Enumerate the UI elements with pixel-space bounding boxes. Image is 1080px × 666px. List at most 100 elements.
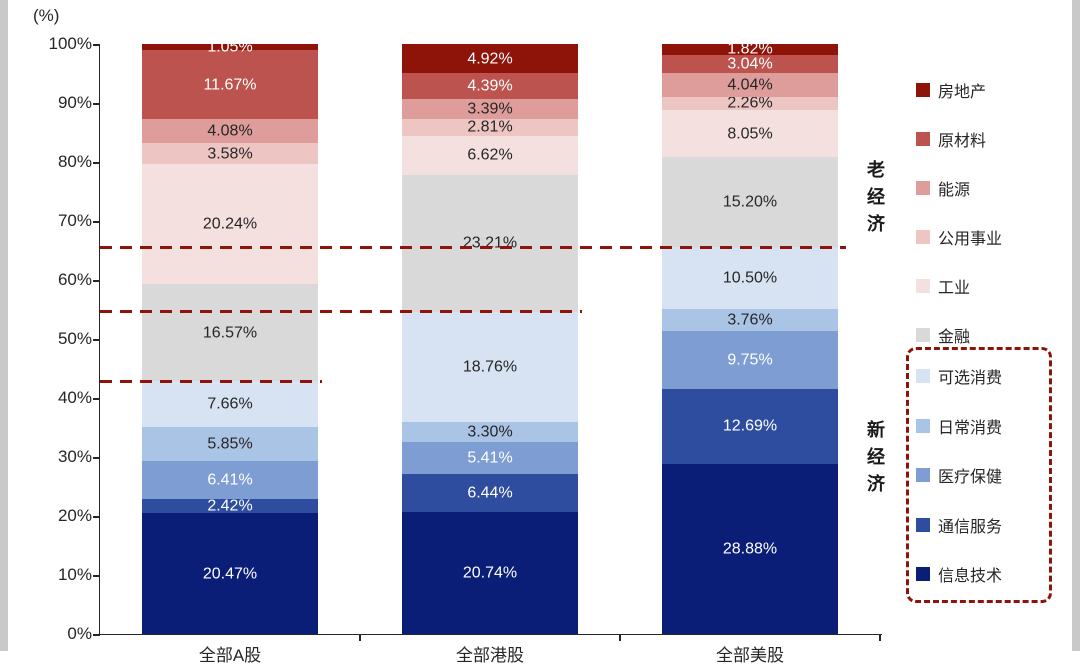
bar-segment-通信服务: 2.42% [142,497,318,515]
y-axis-tick-mark [93,162,100,164]
segment-value-label: 6.44% [467,484,513,502]
y-axis-tick-label: 10% [57,565,92,584]
y-axis-tick-label: 40% [57,388,92,407]
bar-segment-信息技术: 20.47% [142,513,318,634]
segment-value-label: 4.08% [207,122,253,140]
legend-item-工业: 工业 [916,276,971,297]
y-axis-line [98,44,100,635]
segment-value-label: 3.04% [727,55,773,73]
bar-segment-可选消费: 7.66% [142,381,318,427]
legend-color-swatch [916,369,930,383]
segment-value-label: 23.21% [462,234,518,252]
old-economy-group-label: 老经济 [865,160,885,241]
y-axis-tick-mark [93,44,100,46]
x-axis-tick-mark [619,635,621,641]
bar-segment-房地产: 1.82% [662,44,838,58]
y-axis-tick-label: 80% [57,152,92,171]
bar-segment-金融: 23.21% [402,174,578,312]
bar-segment-公用事业: 2.26% [662,95,838,112]
segment-value-label: 3.58% [207,145,253,163]
y-axis-tick-mark [93,575,100,577]
segment-value-label: 20.24% [202,215,258,233]
segment-value-label: 3.76% [727,311,773,329]
legend-color-swatch [916,83,930,97]
legend-item-label: 医疗保健 [938,469,1003,486]
segment-value-label: 20.74% [462,564,518,582]
bar-segment-原材料: 4.39% [402,73,578,99]
legend-item-label: 工业 [938,280,971,297]
legend-item-公用事业: 公用事业 [916,227,1002,248]
bar-segment-可选消费: 10.50% [662,247,838,310]
y-axis-tick-mark [93,339,100,341]
legend-color-swatch [916,181,930,195]
legend-item-label: 原材料 [938,133,987,150]
legend-item-通信服务: 通信服务 [916,515,1003,536]
bar-segment-工业: 20.24% [142,164,318,284]
bar-segment-原材料: 3.04% [662,54,838,73]
y-axis-tick-mark [93,457,100,459]
bar-segment-能源: 4.08% [142,119,318,144]
segment-value-label: 2.42% [207,497,253,515]
bar-segment-能源: 3.39% [402,99,578,119]
legend-item-label: 日常消费 [938,419,1003,437]
segment-value-label: 4.04% [727,76,773,94]
x-axis-tick-mark [359,635,361,641]
segment-value-label: 28.88% [722,540,778,558]
bar-segment-医疗保健: 9.75% [662,331,838,389]
segment-value-label: 12.69% [722,417,778,435]
y-axis-tick-mark [93,280,100,282]
legend-color-swatch [916,567,930,581]
legend-item-原材料: 原材料 [916,129,987,150]
bar-segment-能源: 4.04% [662,72,838,97]
segment-value-label: 7.66% [207,395,253,413]
bar-segment-日常消费: 3.76% [662,309,838,332]
segment-value-label: 11.67% [203,76,257,94]
y-axis-tick-label: 90% [57,93,92,112]
x-axis-line [98,633,882,635]
segment-value-label: 18.76% [462,358,518,376]
left-edge-strip [0,0,8,651]
legend-color-swatch [916,279,930,293]
x-axis-tick-mark [879,635,881,641]
legend-item-可选消费: 可选消费 [916,366,1002,387]
y-axis-tick-mark [93,516,100,518]
bar-segment-可选消费: 18.76% [402,311,578,423]
legend-item-label: 通信服务 [938,518,1003,536]
legend-color-swatch [916,418,930,433]
bar-segment-金融: 16.57% [142,283,318,382]
bar-segment-通信服务: 12.69% [662,388,838,464]
segment-value-label: 1.82% [727,44,773,58]
segment-value-label: 1.05% [207,44,253,56]
legend-item-医疗保健: 医疗保健 [916,465,1003,486]
y-axis-tick-label: 70% [57,211,92,230]
new-economy-boundary-line [100,310,582,314]
segment-value-label: 3.30% [467,423,513,441]
legend-color-swatch [916,517,930,532]
new-economy-boundary-line [100,245,846,249]
legend-item-能源: 能源 [916,178,970,199]
y-axis-tick-mark [93,398,100,400]
bar-全部美股: 28.88% 12.69% 9.75% 3.76% 10.50% 15.20% 8.05% 2… [662,44,838,634]
segment-value-label: 16.57% [202,324,258,342]
bar-全部港股: 20.74% 6.44% 5.41% 3.30% 18.76% 23.21% 6.62% 2.… [402,44,578,634]
segment-value-label: 3.39% [467,100,513,118]
new-economy-boundary-line [100,379,322,383]
segment-value-label: 4.39% [467,77,513,95]
bar-segment-原材料: 11.67% [142,50,318,120]
legend-color-swatch [916,328,930,342]
segment-value-label: 9.75% [727,351,773,369]
plot-area: 20.47% 2.42% 6.41% 5.85% 7.66% 16.57% 20.24% 3.… [100,44,880,634]
segment-value-label: 10.50% [722,269,778,287]
y-axis-tick-label: 30% [57,447,92,466]
y-axis-tick-label: 0% [67,624,92,643]
legend-color-swatch [916,468,930,482]
bar-segment-工业: 8.05% [662,109,838,158]
bar-segment-公用事业: 2.81% [402,119,578,136]
new-economy-legend-box [906,347,1052,603]
segment-value-label: 20.47% [202,565,258,583]
segment-value-label: 5.41% [467,449,513,467]
x-axis-category-label: 全部港股 [456,646,524,665]
segment-value-label: 6.62% [467,146,513,164]
bar-segment-工业: 6.62% [402,135,578,175]
bar-segment-医疗保健: 6.41% [142,461,318,499]
